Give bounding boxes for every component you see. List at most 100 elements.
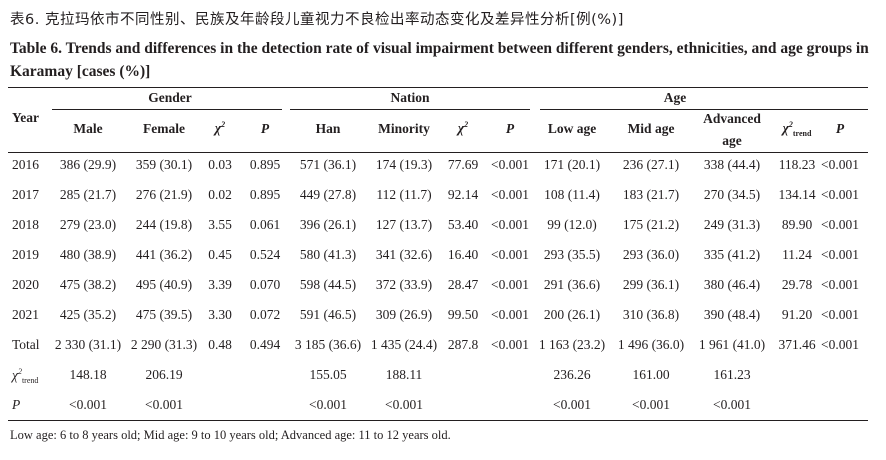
low-age-cell: 200 (26.1) [543,307,601,322]
age-chi-square-trend-cell: 11.24 [782,247,812,262]
mid-age-cell: 299 (36.1) [622,277,680,292]
row-year-label: Total [12,337,40,352]
male-cell: 425 (35.2) [59,307,117,322]
advanced-age-cell: 380 (46.4) [703,277,761,292]
minority-cell: 127 (13.7) [375,217,433,232]
mid-age-cell: 293 (36.0) [622,247,680,262]
female-header: Female [143,121,185,136]
gender-p-cell: 0.070 [249,277,281,292]
p-value-cell: <0.001 [309,397,347,412]
age-chi-square-trend-cell: 89.90 [781,217,813,232]
female-cell: 276 (21.9) [135,187,193,202]
age-p-cell: <0.001 [821,217,859,232]
p-value-cell: <0.001 [632,397,670,412]
nation-p-header: P [505,121,515,136]
advanced-age-cell: 270 (34.5) [703,187,761,202]
gender-chi-square-cell: 3.55 [208,217,232,232]
advanced-age-header-line1: Advanced [703,111,761,126]
advanced-age-cell: 249 (31.3) [703,217,761,232]
han-cell: 449 (27.8) [299,187,357,202]
minority-header: Minority [378,121,430,136]
table-title-english: Table 6. Trends and differences in the d… [10,40,869,80]
gender-chi-square-cell: 3.30 [208,307,232,322]
table-bottom-rule [8,420,868,422]
advanced-age-cell: 335 (41.2) [703,247,761,262]
age-chi-square-trend-cell: 29.78 [781,277,813,292]
nation-chi-square-cell: 287.8 [447,337,479,352]
chi-square-trend-row-label: χ2trend [12,367,39,386]
gender-p-cell: 0.524 [249,247,281,262]
male-cell: 475 (38.2) [59,277,117,292]
nation-p-cell: <0.001 [491,307,529,322]
header-bottom-rule [8,152,868,153]
gender-chi-square-header: χ2 [214,120,226,136]
trend-value-cell: 161.23 [713,367,751,382]
age-p-cell: <0.001 [821,187,859,202]
minority-cell: 112 (11.7) [376,187,432,202]
nation-chi-square-cell: 92.14 [447,187,479,202]
male-cell: 2 330 (31.1) [54,337,122,352]
nation-chi-square-header: χ2 [457,120,469,136]
age-p-cell: <0.001 [821,157,859,172]
female-cell: 244 (19.8) [135,217,193,232]
mid-age-cell: 175 (21.2) [622,217,680,232]
age-p-cell: <0.001 [821,337,859,352]
gender-p-cell: 0.895 [249,157,281,172]
age-p-cell: <0.001 [821,307,859,322]
table-top-rule [8,87,868,89]
age-group-rule [540,109,868,110]
row-year-label: 2017 [12,187,39,202]
p-row-label: P [12,397,21,412]
advanced-age-header-line2: age [722,133,742,148]
age-p-cell: <0.001 [821,247,859,262]
row-year-label: 2020 [12,277,39,292]
gender-group-rule [52,109,282,110]
low-age-cell: 99 (12.0) [547,217,597,232]
nation-p-cell: <0.001 [491,187,529,202]
advanced-age-cell: 338 (44.4) [703,157,761,172]
male-header: Male [73,121,103,136]
age-p-cell: <0.001 [821,277,859,292]
minority-cell: 174 (19.3) [375,157,433,172]
mid-age-cell: 310 (36.8) [622,307,680,322]
nation-group-header: Nation [390,90,430,105]
age-chi-square-trend-cell: 371.46 [778,337,816,352]
p-value-cell: <0.001 [713,397,751,412]
han-cell: 3 185 (36.6) [294,337,362,352]
nation-p-cell: <0.001 [491,247,529,262]
table-title-chinese: 表6. 克拉玛依市不同性别、民族及年龄段儿童视力不良检出率动态变化及差异性分析[… [10,12,624,28]
advanced-age-cell: 390 (48.4) [703,307,761,322]
low-age-cell: 108 (11.4) [544,187,600,202]
row-year-label: 2019 [12,247,39,262]
age-chi-square-trend-header: χ2trend [782,120,812,139]
nation-group-rule [290,109,530,110]
nation-chi-square-cell: 16.40 [447,247,479,262]
trend-value-cell: 161.00 [632,367,670,382]
advanced-age-cell: 1 961 (41.0) [698,337,766,352]
low-age-cell: 171 (20.1) [543,157,601,172]
nation-chi-square-cell: 77.69 [447,157,479,172]
mid-age-cell: 236 (27.1) [622,157,680,172]
gender-chi-square-cell: 0.48 [208,337,232,352]
han-cell: 598 (44.5) [299,277,357,292]
gender-p-cell: 0.494 [249,337,281,352]
row-year-label: 2018 [12,217,39,232]
age-group-header: Age [663,90,687,105]
row-year-label: 2021 [12,307,39,322]
mid-age-cell: 183 (21.7) [622,187,680,202]
han-cell: 571 (36.1) [299,157,357,172]
row-year-label: 2016 [12,157,39,172]
low-age-cell: 293 (35.5) [543,247,601,262]
minority-cell: 1 435 (24.4) [370,337,438,352]
male-cell: 480 (38.9) [59,247,117,262]
nation-chi-square-cell: 28.47 [447,277,479,292]
female-cell: 2 290 (31.3) [130,337,198,352]
trend-value-cell: 236.26 [553,367,591,382]
table-footnote: Low age: 6 to 8 years old; Mid age: 9 to… [10,428,451,442]
age-chi-square-trend-cell: 91.20 [781,307,813,322]
trend-value-cell: 188.11 [385,367,423,382]
male-cell: 285 (21.7) [59,187,117,202]
age-p-header: P [835,121,845,136]
age-chi-square-trend-cell: 134.14 [778,187,816,202]
low-age-cell: 1 163 (23.2) [538,337,606,352]
